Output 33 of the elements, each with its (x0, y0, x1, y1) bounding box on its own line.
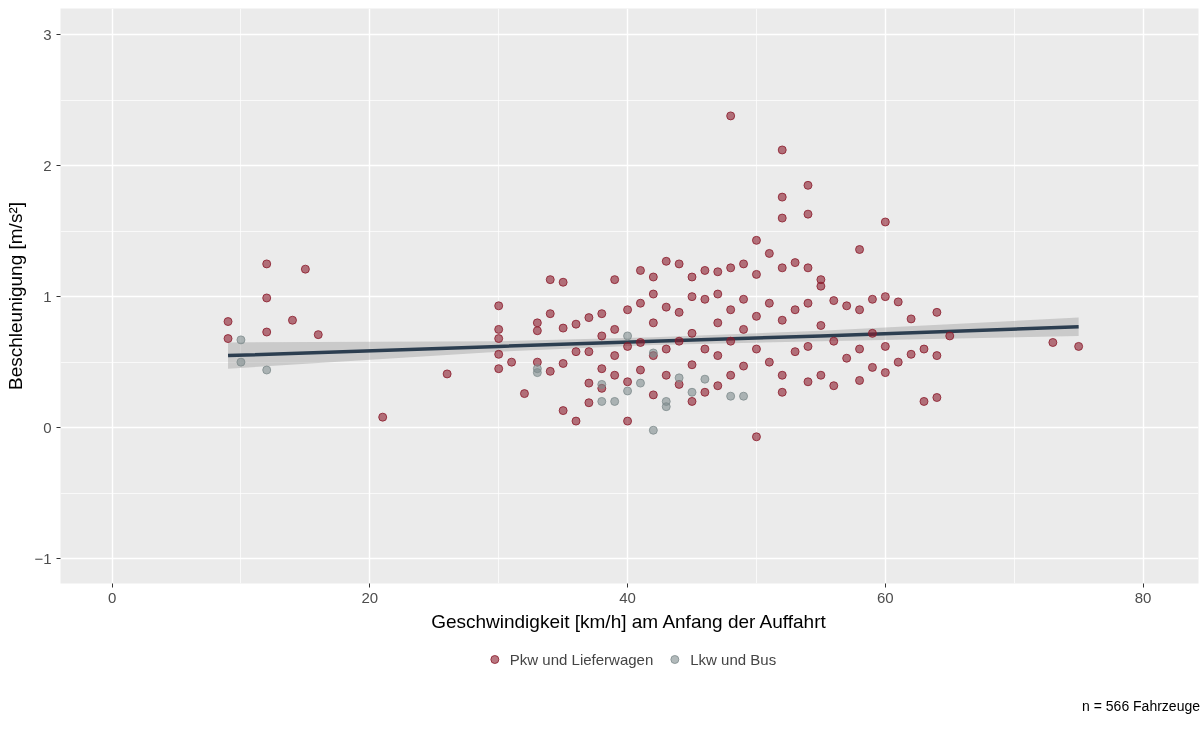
point (597, 396, 607, 406)
point (236, 335, 246, 345)
y-tick-label: 0 (43, 418, 52, 436)
x-tick-label: 20 (361, 588, 379, 606)
x-axis-title: Geschwindigkeit [km/h] am Anfang der Auffahrt (431, 610, 827, 632)
point (700, 374, 710, 384)
point (236, 357, 246, 367)
point (610, 396, 620, 406)
x-tick-label: 0 (107, 588, 117, 606)
point (674, 373, 684, 383)
y-tick-label: 2 (43, 156, 52, 174)
y-tick-label: −1 (34, 549, 52, 567)
point (726, 391, 736, 401)
point (739, 391, 749, 401)
point (623, 331, 633, 341)
y-axis-title: Beschleunigung [m/s²] (5, 201, 27, 390)
y-tick-label: 3 (43, 25, 52, 43)
point (635, 378, 645, 388)
x-tick-label: 80 (1134, 588, 1152, 606)
legend-label: Lkw und Bus (690, 650, 777, 668)
point (262, 365, 272, 375)
point (648, 425, 658, 435)
legend-label: Pkw und Lieferwagen (509, 650, 654, 668)
text: n = 566 Fahrzeuge (1082, 697, 1200, 716)
line-series (226, 325, 1081, 358)
point (687, 387, 697, 397)
point (661, 402, 671, 412)
point (532, 368, 542, 378)
point (597, 379, 607, 389)
point (623, 386, 633, 396)
y-tick-label: 1 (43, 287, 52, 305)
x-tick-label: 40 (619, 588, 636, 606)
x-tick-label: 60 (876, 588, 894, 606)
